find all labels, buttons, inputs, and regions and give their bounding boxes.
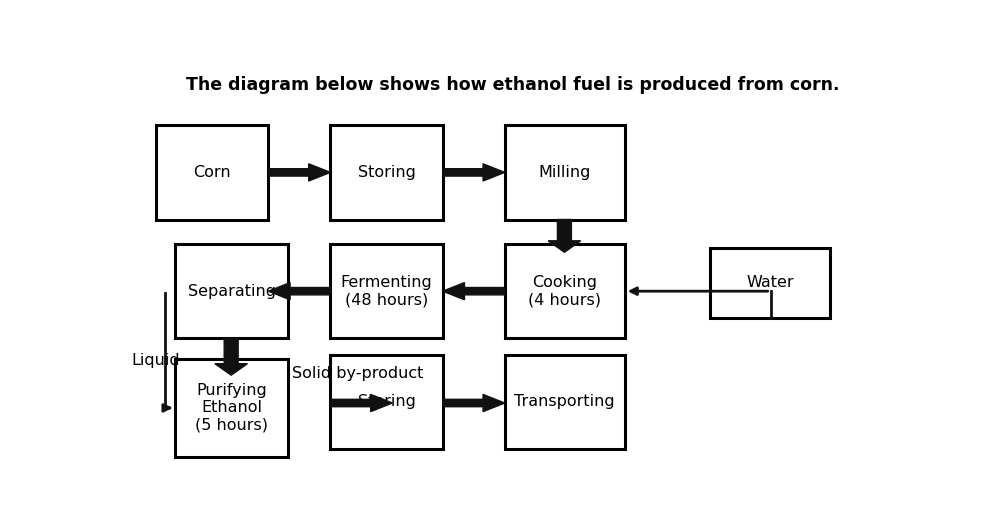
Bar [175, 359, 288, 457]
Text: Transporting: Transporting [514, 394, 615, 409]
Bar [330, 244, 443, 338]
Bar [505, 355, 625, 449]
Bar [710, 248, 830, 318]
Text: Separating: Separating [188, 284, 276, 298]
Bar [156, 126, 268, 220]
Text: Storing: Storing [358, 394, 416, 409]
Polygon shape [548, 220, 581, 252]
Text: Milling: Milling [539, 165, 591, 180]
Polygon shape [330, 394, 392, 412]
Polygon shape [443, 282, 505, 300]
Polygon shape [215, 338, 247, 375]
Polygon shape [443, 164, 505, 181]
Polygon shape [443, 394, 505, 412]
Bar [505, 126, 625, 220]
Bar [175, 244, 288, 338]
Text: Corn: Corn [193, 165, 231, 180]
Bar [330, 355, 443, 449]
Text: Water: Water [746, 276, 794, 290]
Text: The diagram below shows how ethanol fuel is produced from corn.: The diagram below shows how ethanol fuel… [186, 76, 839, 94]
Text: Purifying
Ethanol
(5 hours): Purifying Ethanol (5 hours) [195, 383, 268, 433]
Text: Fermenting
(48 hours): Fermenting (48 hours) [341, 275, 432, 307]
Text: Cooking
(4 hours): Cooking (4 hours) [528, 275, 601, 307]
Polygon shape [268, 164, 330, 181]
Text: Storing: Storing [358, 165, 416, 180]
Text: Liquid: Liquid [131, 353, 180, 368]
Bar [505, 244, 625, 338]
Bar [330, 126, 443, 220]
Text: Solid by-product: Solid by-product [292, 365, 423, 380]
Polygon shape [268, 282, 330, 300]
